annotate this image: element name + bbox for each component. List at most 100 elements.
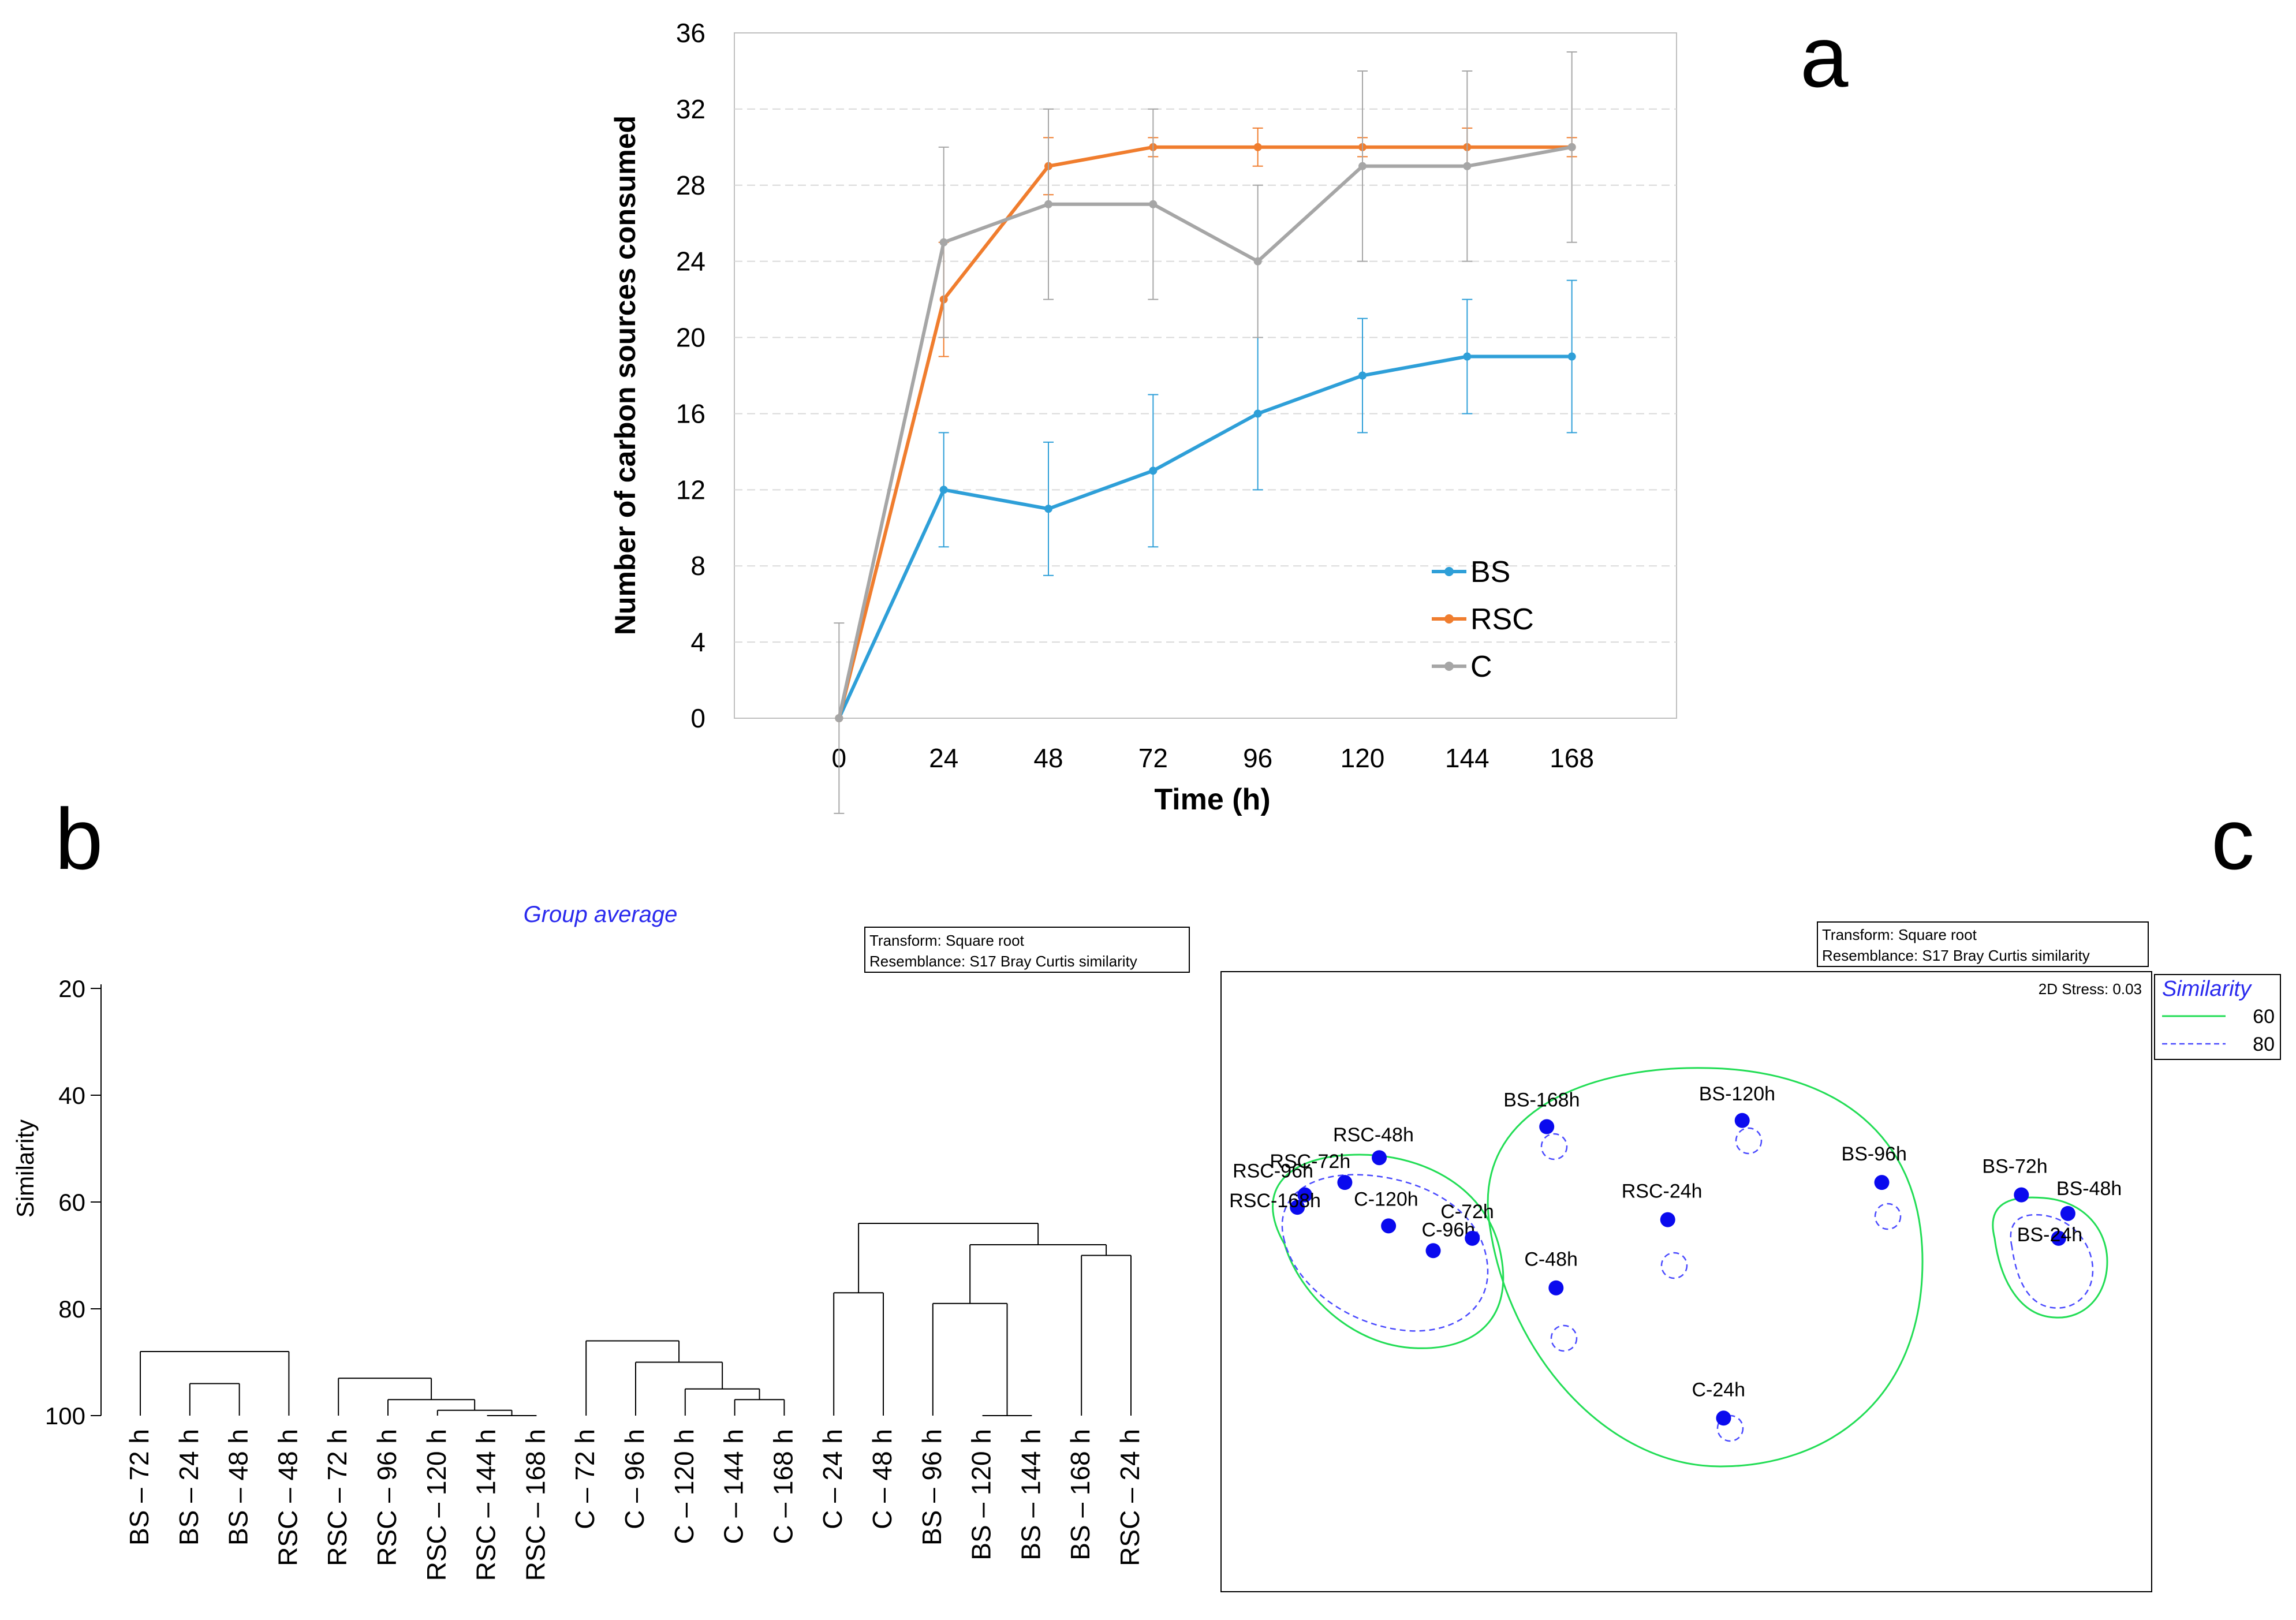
similarity-legend: Similarity 60 80	[2154, 974, 2281, 1060]
x-tick-label-a: 72	[1138, 743, 1168, 773]
leaf-label: C – 144 h	[719, 1429, 749, 1544]
mds-point-label: C-72h	[1440, 1201, 1494, 1223]
legend-marker-rsc	[1444, 614, 1454, 624]
y-tick-label-a: 24	[676, 247, 705, 277]
data-point-bs	[1567, 352, 1576, 361]
series-line-c	[837, 145, 1573, 719]
mds-point-label: RSC-96h	[1233, 1160, 1313, 1182]
y-tick-label-a: 28	[676, 170, 705, 200]
leaf-label: RSC – 120 h	[421, 1429, 451, 1581]
y-tick-label-a: 0	[690, 703, 705, 733]
contour-80-right	[2010, 1214, 2094, 1309]
data-point-bs	[1358, 371, 1367, 380]
data-point-bs	[1463, 352, 1472, 361]
leaf-label: C – 72 h	[570, 1429, 600, 1529]
panel-label-c: c	[2211, 790, 2254, 887]
leaf-label: BS – 96 h	[917, 1429, 947, 1546]
leaf-label: RSC – 48 h	[272, 1429, 303, 1566]
data-point-bs	[1044, 505, 1052, 513]
x-tick-label-a: 168	[1550, 743, 1594, 773]
x-tick-label-a: 120	[1341, 743, 1385, 773]
mds-plot-frame	[1220, 971, 2152, 1592]
mds-point-label: BS-72h	[1982, 1156, 2047, 1178]
leaf-label: RSC – 96 h	[372, 1429, 402, 1566]
mds-point-label: C-120h	[1354, 1188, 1418, 1210]
mds-point-label: BS-120h	[1699, 1083, 1775, 1105]
x-tick-label-a: 144	[1445, 743, 1489, 773]
leaf-label: BS – 144 h	[1016, 1429, 1046, 1561]
mds-point	[1539, 1119, 1555, 1134]
mds-point-label: RSC-168h	[1229, 1190, 1321, 1212]
y-axis-title-b: Similarity	[12, 1119, 39, 1218]
leaf-label: BS – 48 h	[223, 1429, 253, 1546]
y-axis-title-a: Number of carbon sources consumed	[609, 115, 641, 635]
y-tick-label-a: 16	[676, 398, 705, 428]
info-box-b	[864, 927, 1190, 973]
y-tick-label-b: 80	[58, 1296, 85, 1323]
contour-80-bs96	[1874, 1203, 1902, 1230]
mds-point	[1425, 1243, 1441, 1259]
data-point-c	[1149, 200, 1158, 208]
leaf-label: RSC – 168 h	[520, 1429, 550, 1581]
mds-point	[1465, 1230, 1480, 1246]
series-c	[834, 51, 1577, 814]
y-tick-label-b: 60	[58, 1189, 85, 1216]
leaf-label: BS – 120 h	[966, 1429, 996, 1561]
y-tick-label-a: 20	[676, 323, 705, 353]
data-point-bs	[1253, 409, 1262, 418]
leaf-label: C – 96 h	[619, 1429, 649, 1529]
legend-60-label: 60	[2253, 1006, 2275, 1028]
leaf-label: RSC – 72 h	[322, 1429, 352, 1566]
legend-marker-bs	[1444, 567, 1454, 576]
data-point-c	[1463, 162, 1472, 170]
data-point-rsc	[1253, 143, 1262, 151]
data-point-c	[1253, 257, 1262, 266]
data-point-c	[939, 238, 948, 247]
info-transform-c: Transform: Square root	[1822, 926, 1977, 943]
data-point-c	[835, 714, 843, 722]
leaf-label: C – 120 h	[669, 1429, 699, 1544]
legend-a: BS RSC C	[1432, 555, 1534, 684]
leaf-label: RSC – 24 h	[1115, 1429, 1145, 1566]
mds-point-label: C-48h	[1524, 1249, 1578, 1271]
leaf-label: BS – 168 h	[1065, 1429, 1095, 1561]
data-point-c	[1567, 143, 1576, 151]
legend-80-label: 80	[2253, 1033, 2275, 1055]
mds-point	[1734, 1113, 1750, 1128]
mds-point	[2014, 1187, 2029, 1203]
contour-80-left	[1281, 1174, 1489, 1332]
mds-point-label: C-24h	[1692, 1379, 1745, 1401]
mds-plot-c: Transform: Square root Resemblance: S17 …	[1220, 921, 2281, 1592]
data-point-c	[1044, 200, 1052, 208]
mds-point	[1337, 1175, 1353, 1190]
data-point-bs	[939, 486, 948, 494]
y-tick-label-a: 32	[676, 94, 705, 124]
data-point-c	[1358, 162, 1367, 170]
contour-60-right	[1992, 1196, 2108, 1319]
x-tick-label-a: 96	[1243, 743, 1272, 773]
x-tick-label-a: 48	[1033, 743, 1063, 773]
dendrogram-b: Group average Transform: Square root Res…	[12, 902, 1190, 1581]
mds-point	[1297, 1187, 1313, 1203]
y-tick-label-a: 36	[676, 18, 705, 48]
contour-80-c48	[1550, 1324, 1578, 1352]
contour-80-bs168	[1540, 1133, 1568, 1160]
leaf-label: BS – 24 h	[174, 1429, 204, 1546]
x-axis-title-a: Time (h)	[1154, 783, 1270, 816]
legend-label-c: C	[1470, 650, 1492, 684]
mds-point-label: RSC-24h	[1622, 1181, 1703, 1203]
mds-point-label: BS-24h	[2017, 1224, 2082, 1246]
mds-point-label: BS-96h	[1842, 1143, 1907, 1165]
series-line-rsc	[837, 145, 1572, 719]
mds-point-label: RSC-48h	[1333, 1124, 1414, 1146]
mds-point	[1716, 1410, 1731, 1426]
info-resemblance-b: Resemblance: S17 Bray Curtis similarity	[869, 953, 1137, 970]
mds-point-label: BS-48h	[2056, 1178, 2122, 1200]
panel-label-b: b	[55, 790, 103, 887]
mds-point	[1381, 1218, 1397, 1234]
mds-point	[1660, 1212, 1675, 1227]
mds-point	[2051, 1230, 2066, 1246]
mds-point	[1372, 1150, 1387, 1166]
plot-area-a	[734, 32, 1677, 719]
